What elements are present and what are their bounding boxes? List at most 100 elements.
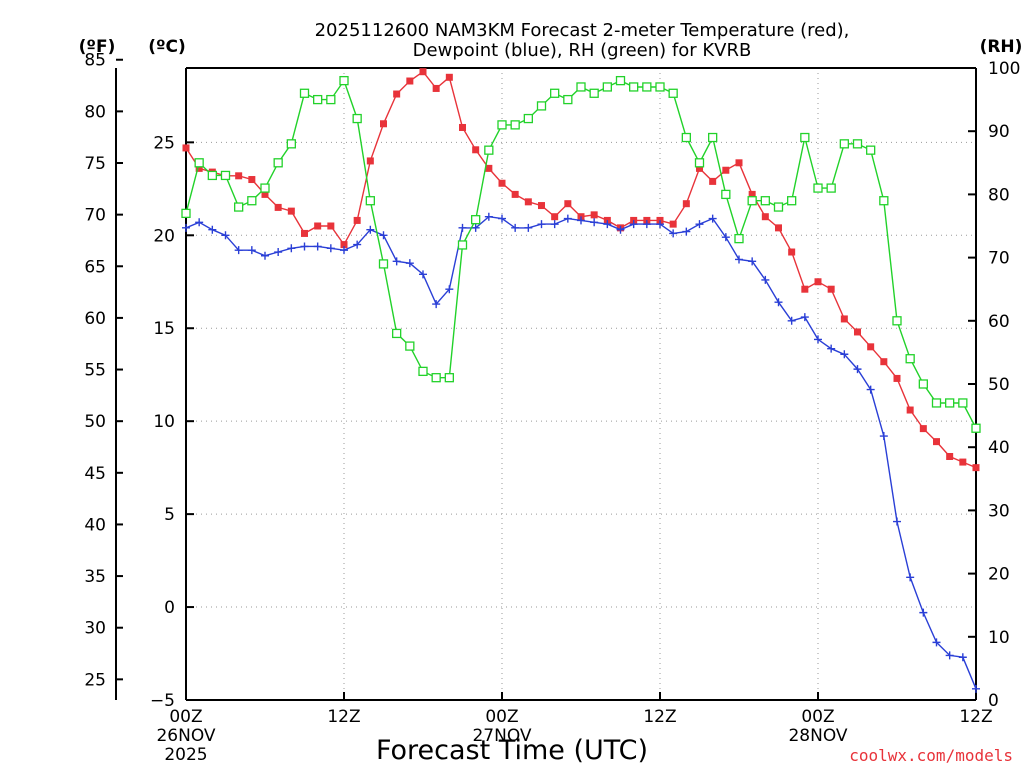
fahrenheit-tick-label: 40 xyxy=(84,515,106,535)
fahrenheit-tick-label: 80 xyxy=(84,102,106,122)
data-point xyxy=(879,196,889,206)
data-point xyxy=(972,464,980,472)
x-tick-date-label: 28NOV xyxy=(788,726,847,746)
data-point xyxy=(327,222,335,230)
chart-title-line2: Dewpoint (blue), RH (green) for KVRB xyxy=(413,40,752,61)
data-point xyxy=(906,573,915,582)
data-point xyxy=(510,120,520,130)
celsius-tick-label: 15 xyxy=(153,319,175,339)
data-point xyxy=(551,213,559,221)
rh-axis-unit: (RH) xyxy=(980,37,1023,57)
series-line xyxy=(185,70,977,469)
data-point xyxy=(931,398,942,408)
series-dewpoint xyxy=(182,212,980,693)
fahrenheit-tick-label: 70 xyxy=(84,206,106,226)
data-point xyxy=(682,227,691,236)
data-point xyxy=(603,220,612,229)
data-point xyxy=(972,684,980,693)
data-point xyxy=(721,233,730,242)
data-point xyxy=(590,211,598,219)
data-point xyxy=(524,198,532,206)
data-point xyxy=(235,172,243,180)
data-point xyxy=(471,223,480,232)
fahrenheit-tick-label: 50 xyxy=(84,412,106,432)
rh-tick-label: 70 xyxy=(988,249,1010,269)
data-point xyxy=(840,315,848,323)
data-point xyxy=(946,452,954,460)
data-point xyxy=(642,220,651,229)
data-point xyxy=(326,94,336,105)
data-point xyxy=(839,139,849,149)
data-point xyxy=(709,177,717,185)
data-point xyxy=(615,75,626,86)
data-point xyxy=(538,202,545,210)
data-point xyxy=(708,214,717,223)
data-point xyxy=(695,220,704,229)
rh-tick-label: 50 xyxy=(988,375,1010,395)
data-point xyxy=(339,75,349,86)
x-axis-title: Forecast Time (UTC) xyxy=(376,735,648,766)
data-point xyxy=(299,88,310,98)
data-point xyxy=(958,653,967,662)
data-point xyxy=(735,159,743,167)
data-point xyxy=(550,220,559,229)
data-point xyxy=(352,113,362,124)
data-point xyxy=(945,398,955,408)
data-point xyxy=(366,225,375,234)
data-point xyxy=(459,123,466,131)
x-tick-time-label: 12Z xyxy=(327,707,360,727)
data-point xyxy=(314,222,322,230)
data-point xyxy=(629,82,639,92)
data-point xyxy=(853,365,862,374)
data-point xyxy=(353,216,361,224)
data-point xyxy=(182,144,190,152)
data-point xyxy=(484,212,493,221)
celsius-tick-label: −5 xyxy=(150,691,175,711)
celsius-tick-label: 25 xyxy=(153,133,175,153)
data-point xyxy=(497,120,507,130)
data-point xyxy=(747,196,757,206)
data-point xyxy=(696,164,703,172)
series-2-meter-temperature xyxy=(182,68,980,472)
data-point xyxy=(340,241,348,249)
fahrenheit-tick-label: 60 xyxy=(84,309,106,329)
chart-title-line1: 2025112600 NAM3KM Forecast 2-meter Tempe… xyxy=(315,20,850,41)
data-point xyxy=(274,203,282,211)
data-point xyxy=(431,373,441,383)
data-point xyxy=(905,354,915,364)
data-point xyxy=(313,242,322,251)
data-point xyxy=(445,285,454,294)
data-point xyxy=(933,438,940,446)
rh-tick-label: 40 xyxy=(988,438,1010,458)
data-point xyxy=(563,214,572,223)
data-point xyxy=(379,231,388,240)
x-tick-time-label: 00Z xyxy=(485,707,518,727)
data-point xyxy=(854,328,861,336)
data-point xyxy=(445,73,453,81)
data-point xyxy=(260,183,270,193)
data-point xyxy=(195,218,204,227)
data-point xyxy=(775,224,782,232)
fahrenheit-tick-label: 30 xyxy=(84,619,106,639)
data-point xyxy=(616,225,625,234)
data-point xyxy=(564,200,572,208)
data-point xyxy=(748,190,756,198)
data-point xyxy=(432,300,441,309)
data-point xyxy=(668,88,678,98)
data-point xyxy=(444,373,454,383)
data-point xyxy=(893,374,901,382)
data-point xyxy=(234,202,244,212)
credit-text: coolwx.com/models xyxy=(849,746,1013,765)
data-point xyxy=(642,82,652,92)
data-point xyxy=(498,179,506,187)
rh-tick-label: 80 xyxy=(988,185,1010,205)
data-point xyxy=(365,196,375,206)
data-point xyxy=(773,202,784,212)
x-tick-time-label: 12Z xyxy=(643,707,676,727)
data-point xyxy=(590,218,599,227)
data-series xyxy=(181,68,981,693)
fahrenheit-tick-label: 45 xyxy=(84,464,106,484)
rh-tick-label: 100 xyxy=(988,59,1020,79)
rh-tick-label: 10 xyxy=(988,628,1010,648)
